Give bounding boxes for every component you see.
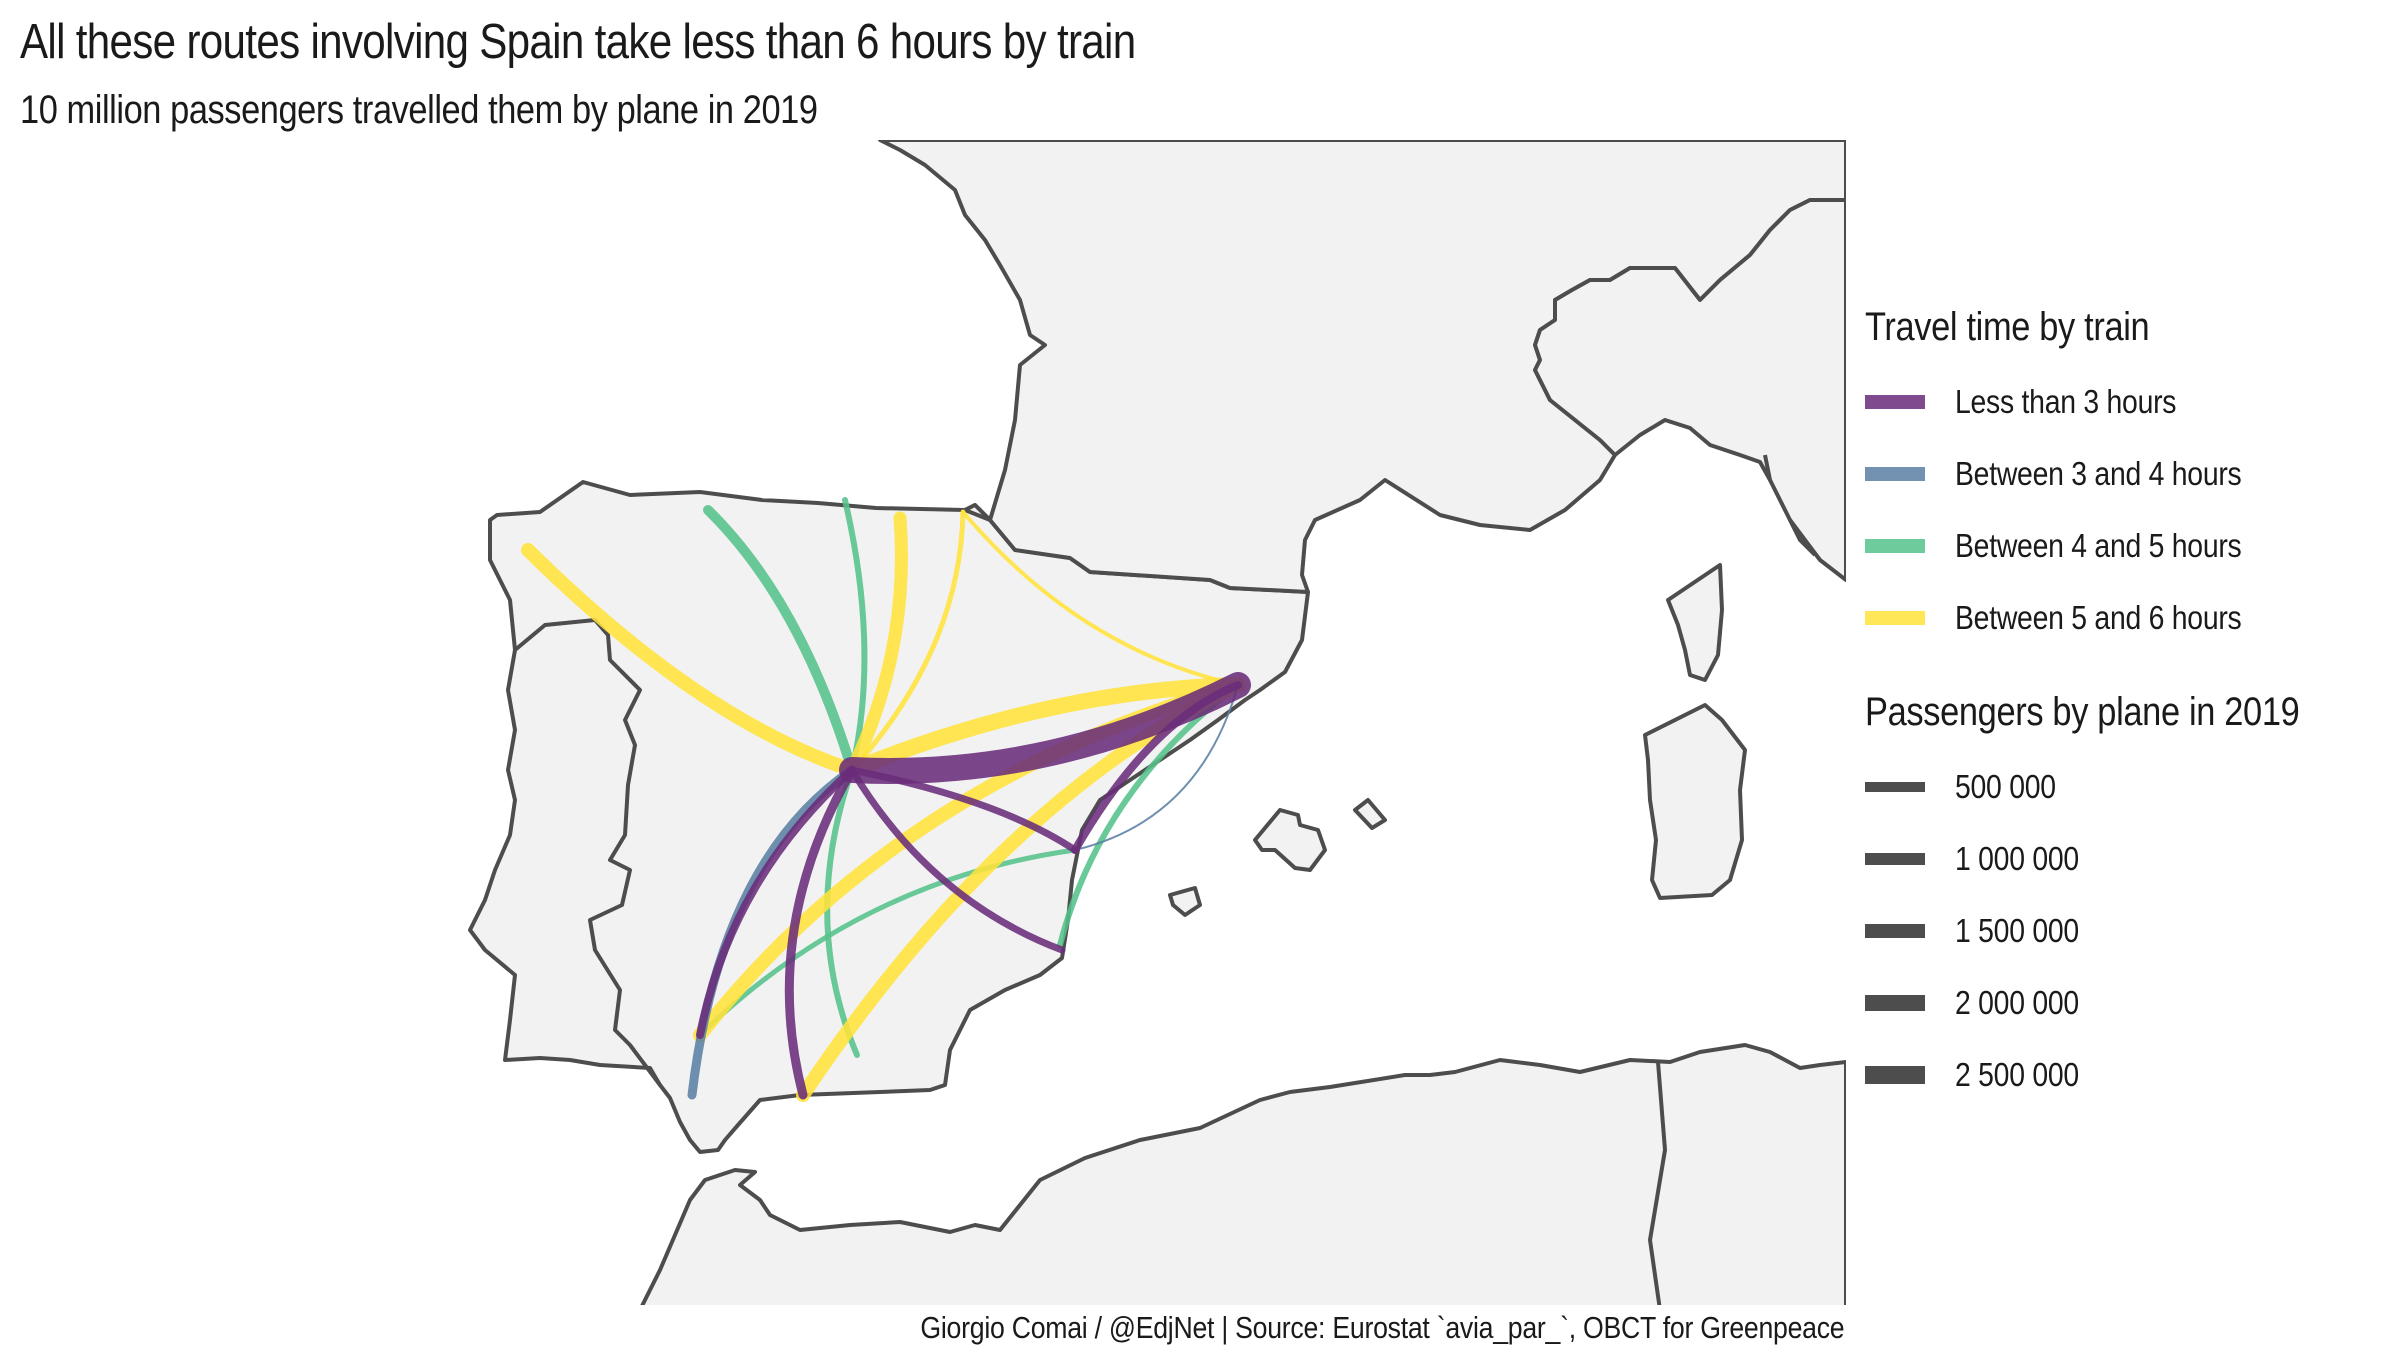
chart-subtitle: 10 million passengers travelled them by … (20, 88, 818, 132)
route-madrid-bilbao (845, 511, 908, 777)
route-madrid-santander (842, 497, 868, 773)
ibiza (1168, 886, 1202, 917)
route-madrid-sansebastian (849, 509, 966, 773)
north-africa (640, 1043, 1846, 1305)
route-madrid-sevilla (696, 766, 856, 1039)
route-sevilla-alicante (697, 847, 1078, 1038)
route-madrid-gijon (703, 505, 857, 775)
legend-label: 2 500 000 (1955, 1056, 2079, 1093)
legend-travel-time-item: Between 4 and 5 hours (1865, 510, 2288, 582)
route-madrid-barcelona-blue (1074, 684, 1239, 851)
italy-region (1533, 198, 1846, 582)
alps-border (1788, 519, 1817, 557)
north-africa-border (1648, 1061, 1667, 1305)
sardinia (1643, 703, 1747, 900)
route-barcelona-valencia (1071, 681, 1242, 854)
route-madrid-barcelona (839, 672, 1251, 784)
chart-title: All these routes involving Spain take le… (20, 15, 1136, 69)
legend-label: 2 000 000 (1955, 984, 2079, 1021)
legend-travel-time-item: Between 3 and 4 hours (1865, 438, 2288, 510)
legend-color-swatch (1865, 467, 1925, 481)
sardinia-corsica-gap (1763, 454, 1772, 481)
legend-travel-time-item: Between 5 and 6 hours (1865, 582, 2288, 654)
legend-passengers-item: 1 000 000 (1865, 823, 2370, 895)
legend-width-swatch (1865, 1066, 1925, 1084)
route-madrid-barcelona-yellow (844, 677, 1246, 778)
legend-label: Between 3 and 4 hours (1955, 455, 2242, 492)
legend-width-swatch (1865, 924, 1925, 938)
route-madrid-malaga-green (824, 767, 860, 1058)
route-barcelona-sansebastian (961, 510, 1240, 687)
iberian-peninsula (468, 480, 1310, 1154)
legend-label: Between 5 and 6 hours (1955, 599, 2242, 636)
legend-passengers-item: 2 500 000 (1865, 1039, 2370, 1111)
legend-color-swatch (1865, 539, 1925, 553)
corsica (1666, 563, 1724, 682)
legend-label: 500 000 (1955, 768, 2056, 805)
routes-layer (521, 497, 1251, 1102)
legend-passengers-item: 1 500 000 (1865, 895, 2370, 967)
legend-label: 1 500 000 (1955, 912, 2079, 949)
legend-passengers-item: 500 000 (1865, 751, 2370, 823)
route-madrid-malaga (784, 765, 857, 1100)
legend-color-swatch (1865, 395, 1925, 409)
legend-width-swatch (1865, 853, 1925, 865)
legend-width-swatch (1865, 782, 1925, 792)
legend-travel-time-item: Less than 3 hours (1865, 366, 2288, 438)
legend-color-swatch (1865, 611, 1925, 625)
legend-width-swatch (1865, 995, 1925, 1011)
legend-passengers-item: 2 000 000 (1865, 967, 2370, 1039)
route-madrid-alicante (848, 766, 1066, 954)
legend-passengers-title: Passengers by plane in 2019 (1865, 690, 2300, 734)
legend-travel-time: Travel time by train Less than 3 hours Be… (1865, 305, 2288, 654)
legend-travel-time-title: Travel time by train (1865, 305, 2150, 349)
source-caption: Giorgio Comai / @EdjNet | Source: Eurost… (920, 1310, 1844, 1345)
legend-passengers: Passengers by plane in 2019 500 000 1 000… (1865, 690, 2370, 1111)
route-madrid-valencia (848, 766, 1079, 854)
legend-label: Between 4 and 5 hours (1955, 527, 2242, 564)
route-madrid-vigo (521, 543, 859, 777)
land-layer (468, 140, 1846, 1305)
mallorca (1253, 808, 1327, 872)
legend-label: Less than 3 hours (1955, 383, 2177, 420)
menorca (1353, 798, 1387, 830)
legend-label: 1 000 000 (1955, 840, 2079, 877)
